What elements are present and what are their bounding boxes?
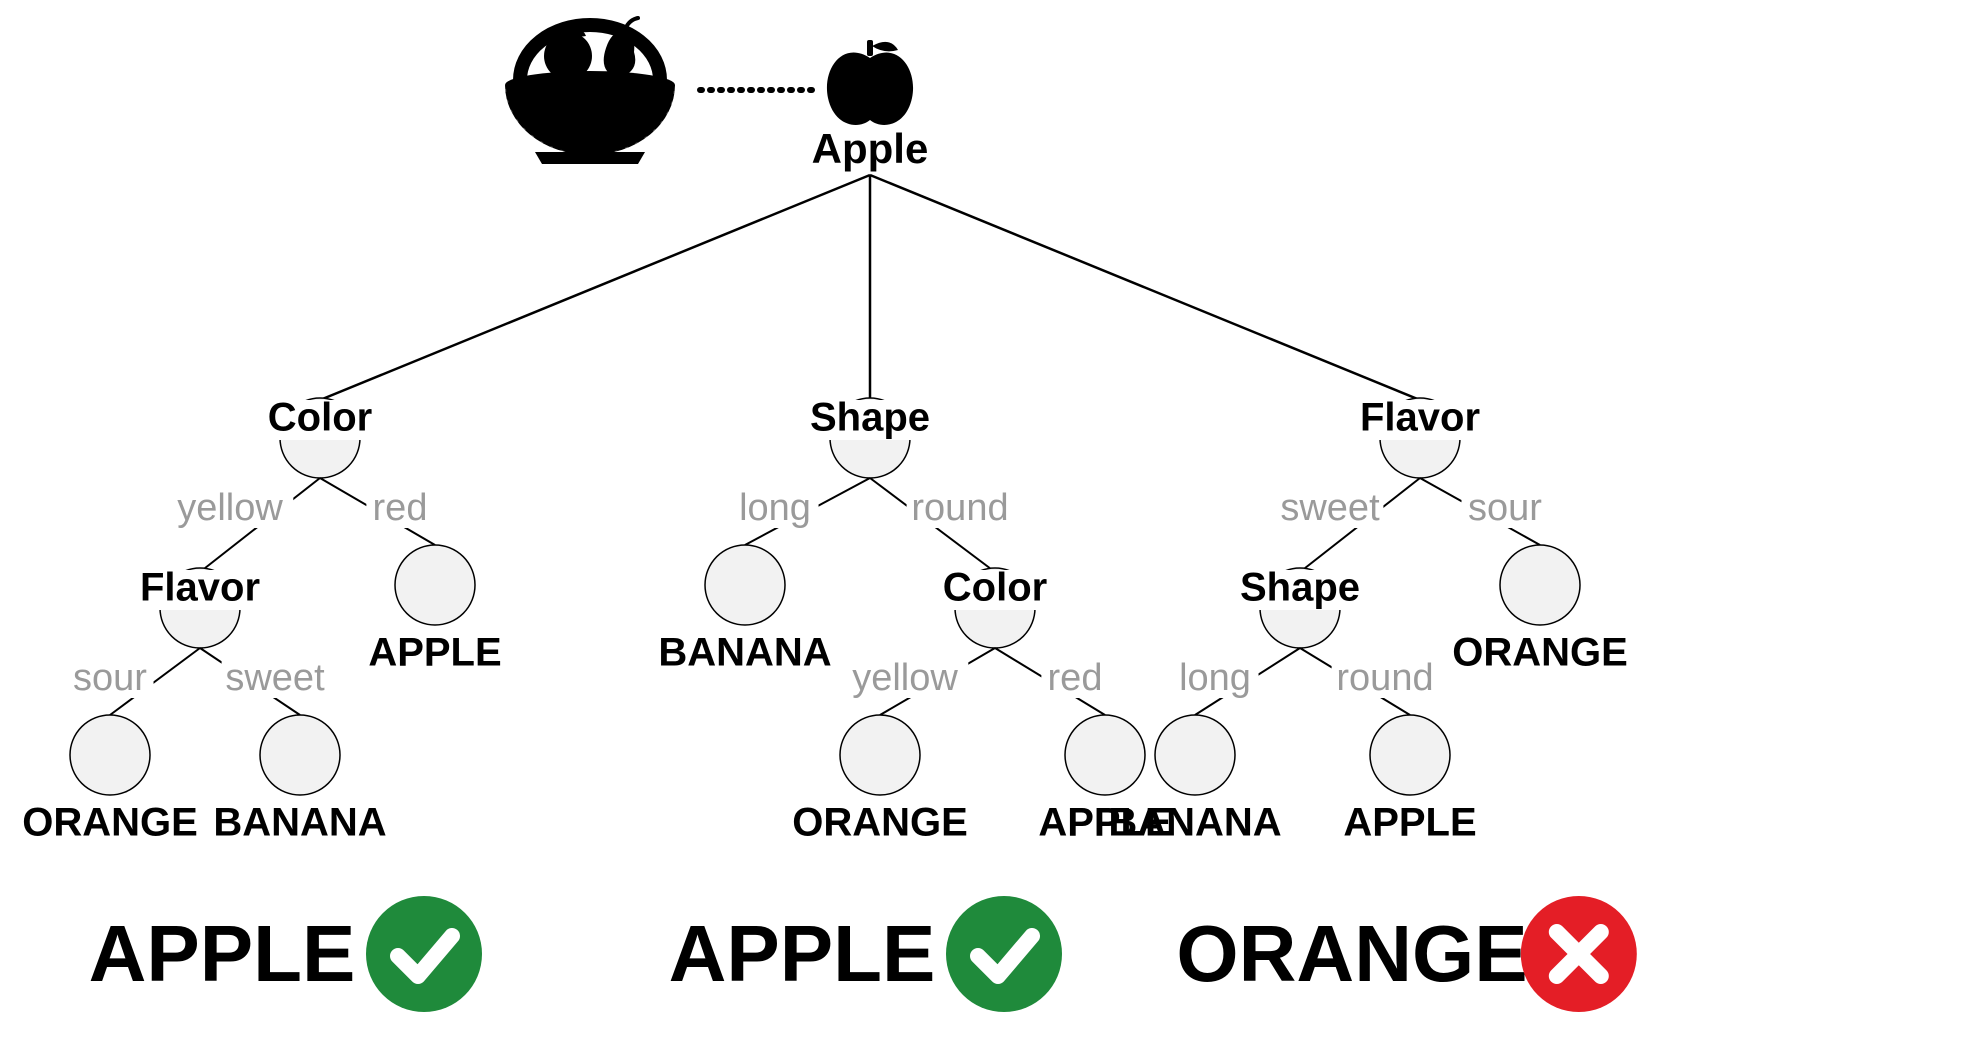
leaf-node xyxy=(705,545,785,625)
edge-label: round xyxy=(1336,657,1433,699)
leaf-label: BANANA xyxy=(1108,801,1281,845)
leaf-node xyxy=(1065,715,1145,795)
result-label: ORANGE xyxy=(1176,909,1527,998)
leaf-label: APPLE xyxy=(1343,801,1476,845)
edge-label: yellow xyxy=(852,657,958,699)
leaf-node xyxy=(1500,545,1580,625)
leaf-node xyxy=(840,715,920,795)
edge-label: sour xyxy=(1468,487,1542,529)
leaf-node xyxy=(70,715,150,795)
edge-label: red xyxy=(373,487,428,529)
leaf-label: ORANGE xyxy=(1452,631,1628,675)
edge-label: yellow xyxy=(177,487,283,529)
branch-label: Color xyxy=(268,396,372,440)
result-label: APPLE xyxy=(89,909,356,998)
branch-label: Flavor xyxy=(1360,396,1480,440)
edge-label: red xyxy=(1048,657,1103,699)
result-label: APPLE xyxy=(669,909,936,998)
check-icon xyxy=(946,896,1062,1012)
branch-label: Color xyxy=(943,566,1047,610)
edge-label: sweet xyxy=(225,657,325,699)
edge-label: round xyxy=(911,487,1008,529)
check-icon xyxy=(366,896,482,1012)
leaf-node xyxy=(1370,715,1450,795)
leaf-node xyxy=(1155,715,1235,795)
leaf-label: ORANGE xyxy=(792,801,968,845)
edge-label: sour xyxy=(73,657,147,699)
edge-label: sweet xyxy=(1280,487,1380,529)
branch-label: Shape xyxy=(1240,566,1360,610)
leaf-label: ORANGE xyxy=(22,801,198,845)
leaf-node xyxy=(395,545,475,625)
leaf-label: BANANA xyxy=(213,801,386,845)
branch-label: Shape xyxy=(810,396,930,440)
leaf-node xyxy=(260,715,340,795)
branch-label: Flavor xyxy=(140,566,260,610)
edge-label: long xyxy=(739,487,811,529)
root-label: Apple xyxy=(812,125,929,172)
edge-label: long xyxy=(1179,657,1251,699)
leaf-label: BANANA xyxy=(658,631,831,675)
leaf-label: APPLE xyxy=(368,631,501,675)
